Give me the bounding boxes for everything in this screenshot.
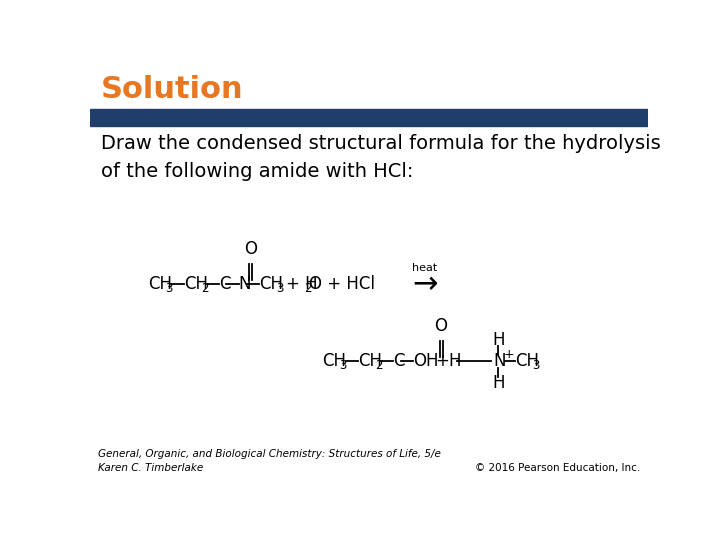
Text: CH: CH bbox=[358, 352, 382, 370]
Text: 3: 3 bbox=[533, 359, 540, 372]
Text: C: C bbox=[393, 352, 405, 370]
Text: N: N bbox=[493, 352, 505, 370]
Bar bbox=[90, 109, 648, 126]
Text: Solution: Solution bbox=[101, 75, 243, 104]
Text: 3: 3 bbox=[340, 359, 347, 372]
Text: O + HCl: O + HCl bbox=[310, 275, 375, 293]
Text: + H: + H bbox=[286, 275, 318, 293]
Text: CH: CH bbox=[516, 352, 539, 370]
Text: © 2016 Pearson Education, Inc.: © 2016 Pearson Education, Inc. bbox=[475, 463, 640, 473]
Text: N: N bbox=[239, 275, 251, 293]
Text: CH: CH bbox=[184, 275, 208, 293]
Text: +: + bbox=[504, 348, 515, 361]
Text: 2: 2 bbox=[304, 281, 311, 295]
Text: 2: 2 bbox=[201, 281, 208, 295]
Text: Draw the condensed structural formula for the hydrolysis
of the following amide : Draw the condensed structural formula fo… bbox=[101, 134, 661, 181]
Text: 3: 3 bbox=[165, 281, 173, 295]
Text: General, Organic, and Biological Chemistry: Structures of Life, 5/e
Karen C. Tim: General, Organic, and Biological Chemist… bbox=[98, 449, 441, 473]
Text: 2: 2 bbox=[375, 359, 383, 372]
Text: C: C bbox=[219, 275, 230, 293]
Text: +: + bbox=[436, 352, 449, 370]
Text: →: → bbox=[412, 270, 438, 299]
Text: H: H bbox=[492, 374, 505, 392]
Text: OH: OH bbox=[413, 352, 438, 370]
Text: O: O bbox=[244, 240, 257, 258]
Text: heat: heat bbox=[412, 264, 438, 273]
Text: 3: 3 bbox=[276, 281, 284, 295]
Text: H: H bbox=[492, 330, 505, 349]
Text: O: O bbox=[435, 317, 448, 335]
Text: H: H bbox=[449, 352, 462, 370]
Text: CH: CH bbox=[323, 352, 346, 370]
Text: CH: CH bbox=[148, 275, 172, 293]
Text: CH: CH bbox=[259, 275, 283, 293]
